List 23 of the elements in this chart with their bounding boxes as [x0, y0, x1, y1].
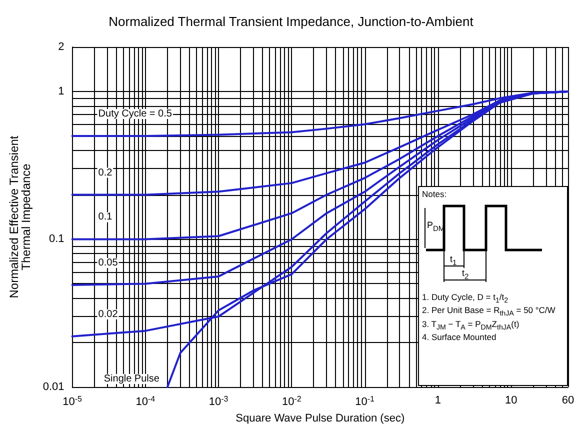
series-label: 0.1	[98, 212, 113, 223]
x-tick-label: 60	[562, 394, 574, 406]
annotation: t$_{2}$	[462, 268, 469, 281]
series-label: 0.02	[98, 308, 118, 320]
annotation: Notes:	[422, 189, 448, 200]
y-tick-label: 0.01	[42, 381, 64, 393]
annotation: 1. Duty Cycle, D = t$_{1}$/t$_{2}$	[422, 292, 510, 306]
x-tick-label: 10	[504, 394, 518, 406]
chart-title: Normalized Thermal Transient Impedance, Junction-to-Ambient	[108, 14, 474, 29]
series-label: 0.05	[98, 258, 118, 269]
series-label: Single Pulse	[104, 374, 160, 384]
x-tick-label: 1	[434, 394, 442, 406]
x-axis-title: Square Wave Pulse Duration (sec)	[236, 412, 405, 424]
annotation: t$_{1}$	[450, 254, 457, 267]
series-label: Duty Cycle = 0.5	[98, 108, 172, 120]
y-tick-label: 0.1	[49, 233, 64, 246]
y-axis-title: Normalized Effective Transient Thermal Impedance	[7, 135, 33, 298]
y-tick-label: 1	[58, 85, 64, 98]
annotation: 2. Per Unit Base = R$_{thJA}$ = 50 °C/W	[422, 305, 556, 319]
text: 3. T$_{JM}$ − T$_{A}$ = P$_{DM}$Z$_{thJA}$(t)	[422, 318, 520, 332]
y-tick-label: 2	[58, 41, 64, 53]
series-label: 0.2	[98, 167, 113, 178]
annotation: 4. Surface Mounted	[422, 332, 498, 343]
